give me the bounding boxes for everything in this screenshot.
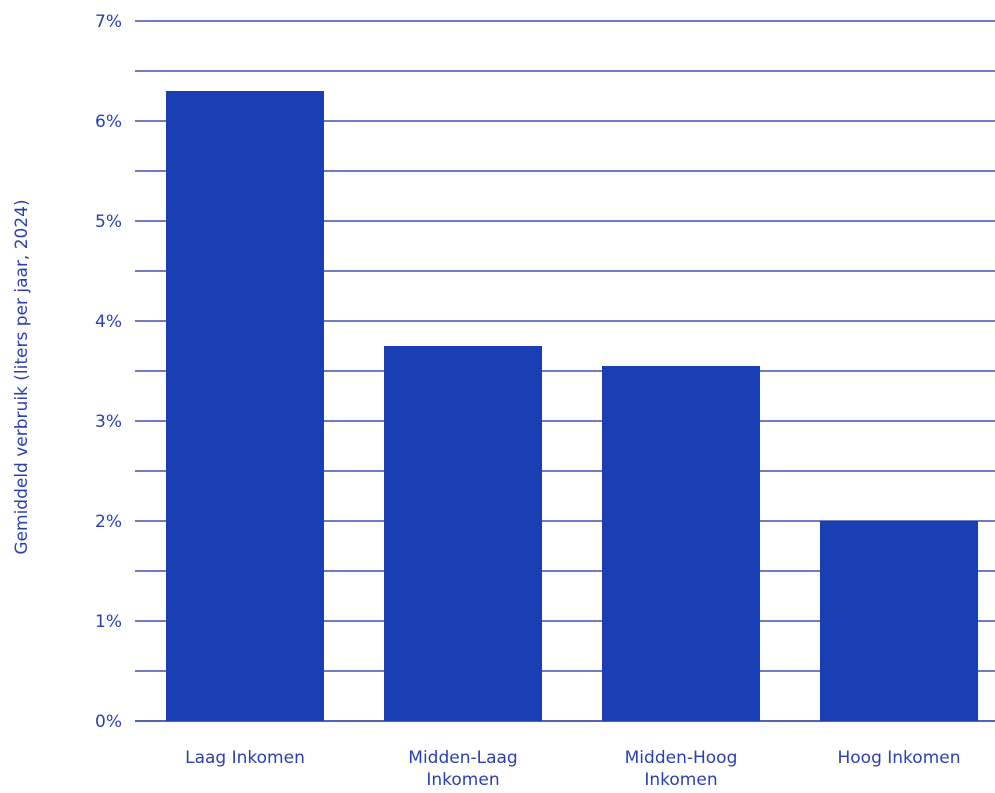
y-tick-label: 1% — [95, 612, 122, 632]
y-tick-label: 7% — [95, 12, 122, 32]
bar — [602, 366, 760, 721]
y-tick-label: 2% — [95, 512, 122, 532]
bars — [166, 91, 978, 721]
y-tick-label: 0% — [95, 712, 122, 732]
y-tick-labels: 0% 1% 2% 3% 4% 5% 6% 7% — [95, 12, 122, 732]
x-tick-label: Inkomen — [644, 770, 717, 790]
bar — [166, 91, 324, 721]
x-tick-labels: Laag Inkomen Midden-LaagInkomenMidden-Hoo… — [185, 748, 960, 790]
y-axis-title: Gemiddeld verbruik (liters per jaar, 202… — [12, 199, 32, 554]
x-tick-label: Midden-Hoog — [625, 748, 738, 768]
y-tick-label: 4% — [95, 312, 122, 332]
x-tick-label: Midden-Laag — [408, 748, 517, 768]
x-tick-label: Hoog Inkomen — [837, 748, 960, 768]
bar — [820, 521, 978, 721]
y-tick-label: 5% — [95, 212, 122, 232]
y-tick-label: 3% — [95, 412, 122, 432]
x-tick-label: Inkomen — [426, 770, 499, 790]
bar — [384, 346, 542, 721]
y-tick-label: 6% — [95, 112, 122, 132]
x-tick-label: Laag Inkomen — [185, 748, 305, 768]
